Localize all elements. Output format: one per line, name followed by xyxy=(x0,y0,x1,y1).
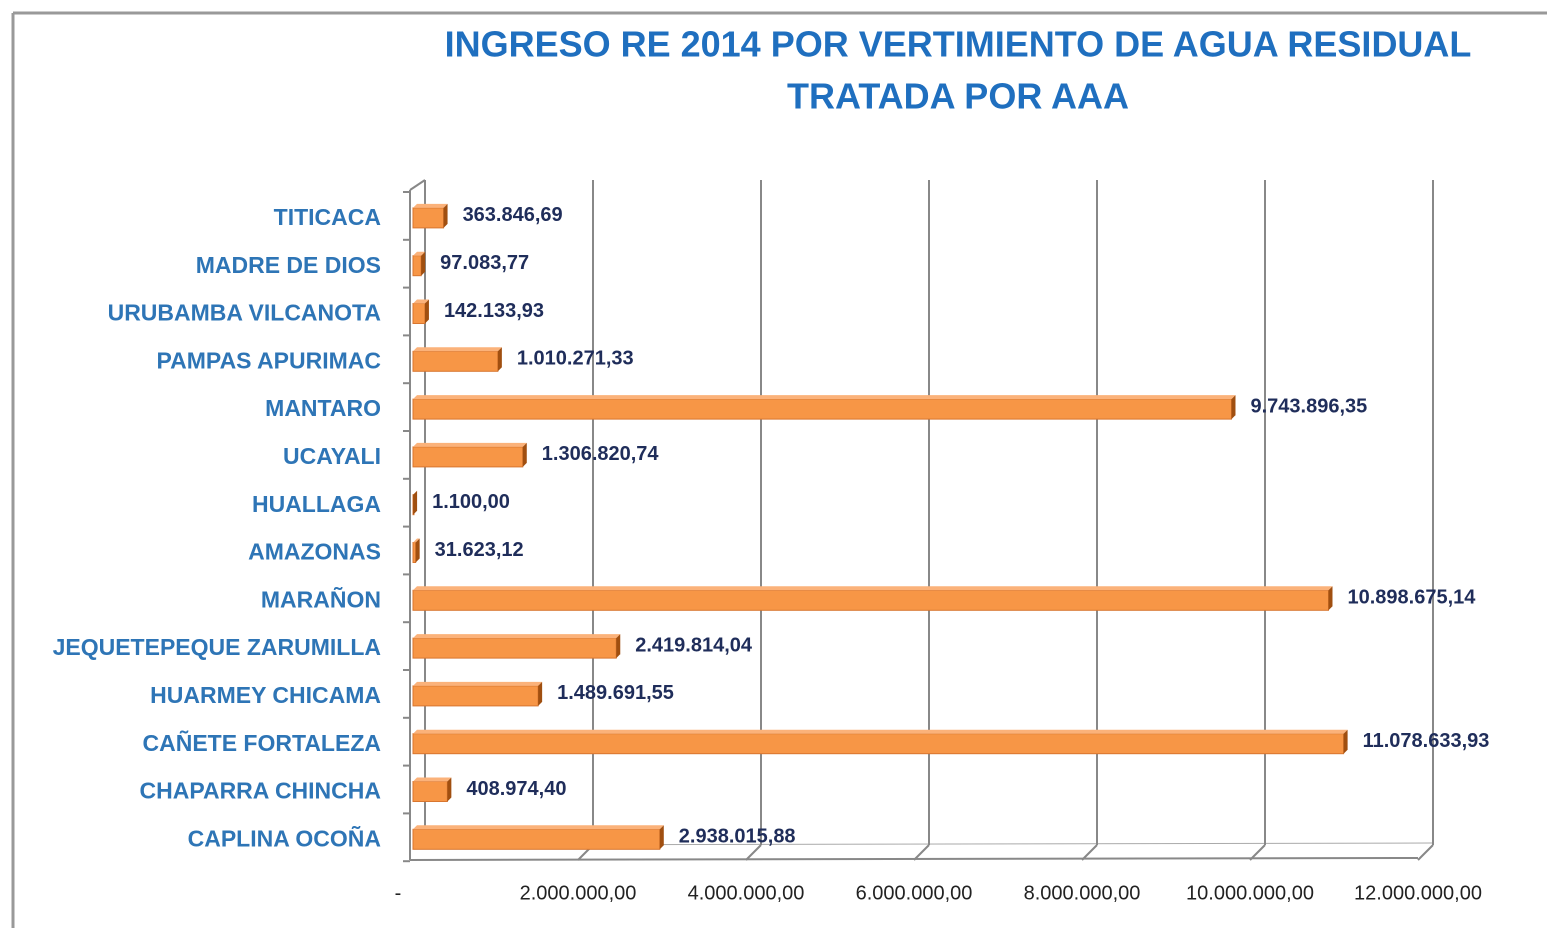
y-tick-label: CHAPARRA CHINCHA xyxy=(140,778,382,804)
data-label: 11.078.633,93 xyxy=(1363,730,1490,752)
bar-side xyxy=(447,777,452,802)
grid-floor xyxy=(745,844,762,861)
chart-title: INGRESO RE 2014 POR VERTIMIENTO DE AGUA … xyxy=(445,24,1472,65)
bar xyxy=(412,255,422,277)
bar-side xyxy=(421,251,426,276)
grid-floor xyxy=(913,844,930,861)
data-label: 2.938.015,88 xyxy=(679,826,796,848)
y-tick-label: URUBAMBA VILCANOTA xyxy=(108,300,381,326)
x-tick-label: 8.000.000,00 xyxy=(1024,882,1141,904)
bar-top xyxy=(413,777,452,782)
y-tick-label: CAÑETE FORTALEZA xyxy=(142,729,381,756)
data-label: 31.623,12 xyxy=(435,539,524,561)
y-tick-label: JEQUETEPEQUE ZARUMILLA xyxy=(53,634,381,660)
wall-top xyxy=(409,179,426,191)
grid-floor xyxy=(1417,844,1434,861)
x-tick-label: 10.000.000,00 xyxy=(1186,882,1314,904)
bar-side xyxy=(413,490,418,515)
y-tick-label: MADRE DE DIOS xyxy=(196,252,381,278)
bar-top xyxy=(413,729,1348,734)
bar-top xyxy=(413,347,502,352)
y-tick-label: MARAÑON xyxy=(261,585,381,612)
data-label: 2.419.814,04 xyxy=(635,634,753,656)
x-tick-label: 4.000.000,00 xyxy=(688,882,805,904)
bar-top xyxy=(413,538,420,543)
bar-top xyxy=(413,395,1236,400)
bar-side xyxy=(497,347,502,372)
chart-title: TRATADA POR AAA xyxy=(787,76,1129,117)
bar-side xyxy=(1328,586,1333,611)
bar-top xyxy=(413,490,418,495)
bar-side xyxy=(522,442,527,467)
bar-side xyxy=(1231,395,1236,420)
bar xyxy=(412,637,617,659)
bar xyxy=(412,350,499,372)
bar-top xyxy=(413,825,664,830)
bar-top xyxy=(413,586,1333,591)
bar xyxy=(412,781,448,802)
bar-top xyxy=(413,634,621,639)
x-tick-label: 6.000.000,00 xyxy=(856,882,973,904)
bar-side xyxy=(1343,729,1348,754)
data-label: 1.100,00 xyxy=(432,491,510,513)
y-tick-label: UCAYALI xyxy=(283,443,381,469)
data-label: 97.083,77 xyxy=(440,252,529,274)
bar-side xyxy=(443,203,448,228)
bar-top xyxy=(413,203,448,208)
x-tick-label: - xyxy=(395,882,402,904)
y-tick-label: AMAZONAS xyxy=(248,539,381,565)
bar-top xyxy=(413,442,527,447)
bar xyxy=(412,303,426,324)
data-label: 142.133,93 xyxy=(444,300,544,322)
bar xyxy=(412,685,539,707)
bar xyxy=(412,828,661,850)
grid-floor xyxy=(1081,844,1098,861)
y-tick-label: TITICACA xyxy=(274,204,381,230)
data-label: 1.010.271,33 xyxy=(517,348,634,370)
data-label: 1.489.691,55 xyxy=(557,682,674,704)
y-tick-label: MANTARO xyxy=(265,395,381,421)
x-tick-label: 12.000.000,00 xyxy=(1354,882,1482,904)
y-tick-label: HUALLAGA xyxy=(252,491,381,517)
bar-side xyxy=(424,299,429,324)
data-label: 1.306.820,74 xyxy=(542,443,660,465)
bar-top xyxy=(413,681,543,686)
grid-floor xyxy=(1249,844,1266,861)
bar-top xyxy=(413,251,426,256)
x-tick-label: 2.000.000,00 xyxy=(520,882,637,904)
y-tick-label: PAMPAS APURIMAC xyxy=(157,347,381,373)
y-tick-label: HUARMEY CHICAMA xyxy=(150,682,381,708)
data-label: 10.898.675,14 xyxy=(1347,587,1476,609)
bar-side xyxy=(659,825,664,850)
bar-top xyxy=(413,299,429,304)
bar xyxy=(412,446,524,468)
data-label: 363.846,69 xyxy=(463,204,563,226)
data-label: 408.974,40 xyxy=(466,778,566,800)
bar xyxy=(412,398,1232,420)
bar xyxy=(412,207,445,229)
bar-side xyxy=(616,634,621,659)
bar-side xyxy=(415,538,420,563)
bar-side xyxy=(538,681,543,706)
data-label: 9.743.896,35 xyxy=(1250,395,1367,417)
bar xyxy=(412,733,1345,755)
bar xyxy=(412,589,1329,611)
y-tick-label: CAPLINA OCOÑA xyxy=(188,824,381,851)
bar xyxy=(412,542,417,563)
